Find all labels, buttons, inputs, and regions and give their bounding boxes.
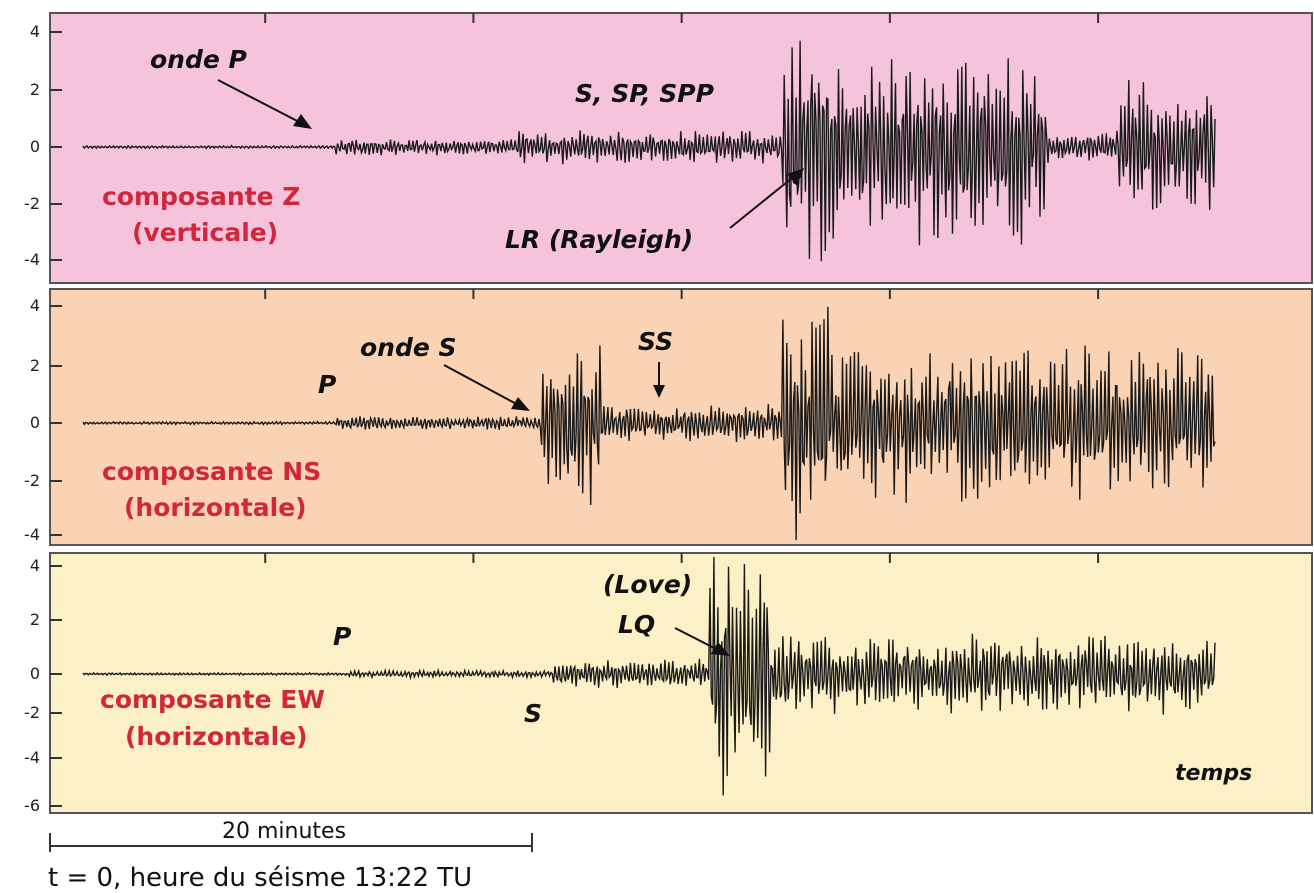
annotation-p-ew: P [333,622,351,651]
annotation-onde-s: onde S [360,333,457,362]
annotation-lr-rayleigh: LR (Rayleigh) [505,225,693,254]
arrow-onde-s [443,364,530,411]
scale-bar-label: 20 minutes [222,819,346,844]
y-tick-label: 0 [30,664,40,683]
y-tick-label: 4 [30,296,40,315]
y-tick-label: 4 [30,22,40,41]
y-tick-label: -2 [24,703,40,722]
panel-ew-trace [82,556,1216,796]
y-tick-label: -4 [24,748,40,767]
panel-ew-background [49,552,1313,814]
y-tick-label: -2 [24,471,40,490]
annotation-love: (Love) [603,570,692,599]
panel-z-trace [82,40,1216,262]
arrow-lq [674,627,730,656]
y-tick-label: -4 [24,525,40,544]
y-tick-label: 2 [30,610,40,629]
panel-ns-component-label-1: composante NS [102,457,321,486]
annotation-p-ns: P [318,370,336,399]
panel-ew-component-label-2: (horizontale) [125,722,308,751]
annotation-ss: SS [638,327,673,356]
y-tick-label: 2 [30,80,40,99]
y-tick-label: 4 [30,556,40,575]
panel-ew-component-label-1: composante EW [100,685,325,714]
arrow-ss [653,362,665,398]
annotation-s-sp-spp: S, SP, SPP [575,79,714,108]
panel-z: 420-2-4 composante Z (verticale) onde P … [24,12,1313,284]
x-axis-label-temps: temps [1175,761,1252,786]
y-tick-label: 0 [30,137,40,156]
scale-bar: 20 minutes [49,819,533,852]
panel-ns: 4 2 0 -2 -4 composante NS (horizontale) P on… [24,288,1313,546]
y-tick-label: -2 [24,194,40,213]
annotation-s-ew: S [524,699,542,728]
y-tick-label: 2 [30,356,40,375]
panel-ew-x-ticks [264,553,1100,563]
y-tick-label: -6 [24,796,40,815]
panel-ns-y-ticks: 4 2 0 -2 -4 [24,296,62,544]
panel-z-component-label-1: composante Z [102,182,300,211]
panel-ns-trace [82,306,1216,541]
panel-ew-y-ticks: 4 2 0 -2 -4 -6 [24,556,62,815]
y-tick-label: -4 [24,250,40,269]
panel-ew: 420-2-4-6 composante EW (horizontale) P … [24,552,1313,815]
arrow-onde-p [217,79,312,129]
panel-z-x-ticks [264,13,1100,23]
annotation-onde-p: onde P [150,45,247,74]
footer-note: t = 0, heure du séisme 13:22 TU [48,863,472,893]
panel-ns-x-ticks [264,289,1100,299]
panel-z-y-ticks: 4 2 0 -2 -4 [24,22,62,269]
panel-ns-component-label-2: (horizontale) [124,493,307,522]
arrow-lr-rayleigh [729,168,804,229]
panel-z-component-label-2: (verticale) [132,218,278,247]
annotation-lq: LQ [618,610,655,639]
y-tick-label: 0 [30,413,40,432]
